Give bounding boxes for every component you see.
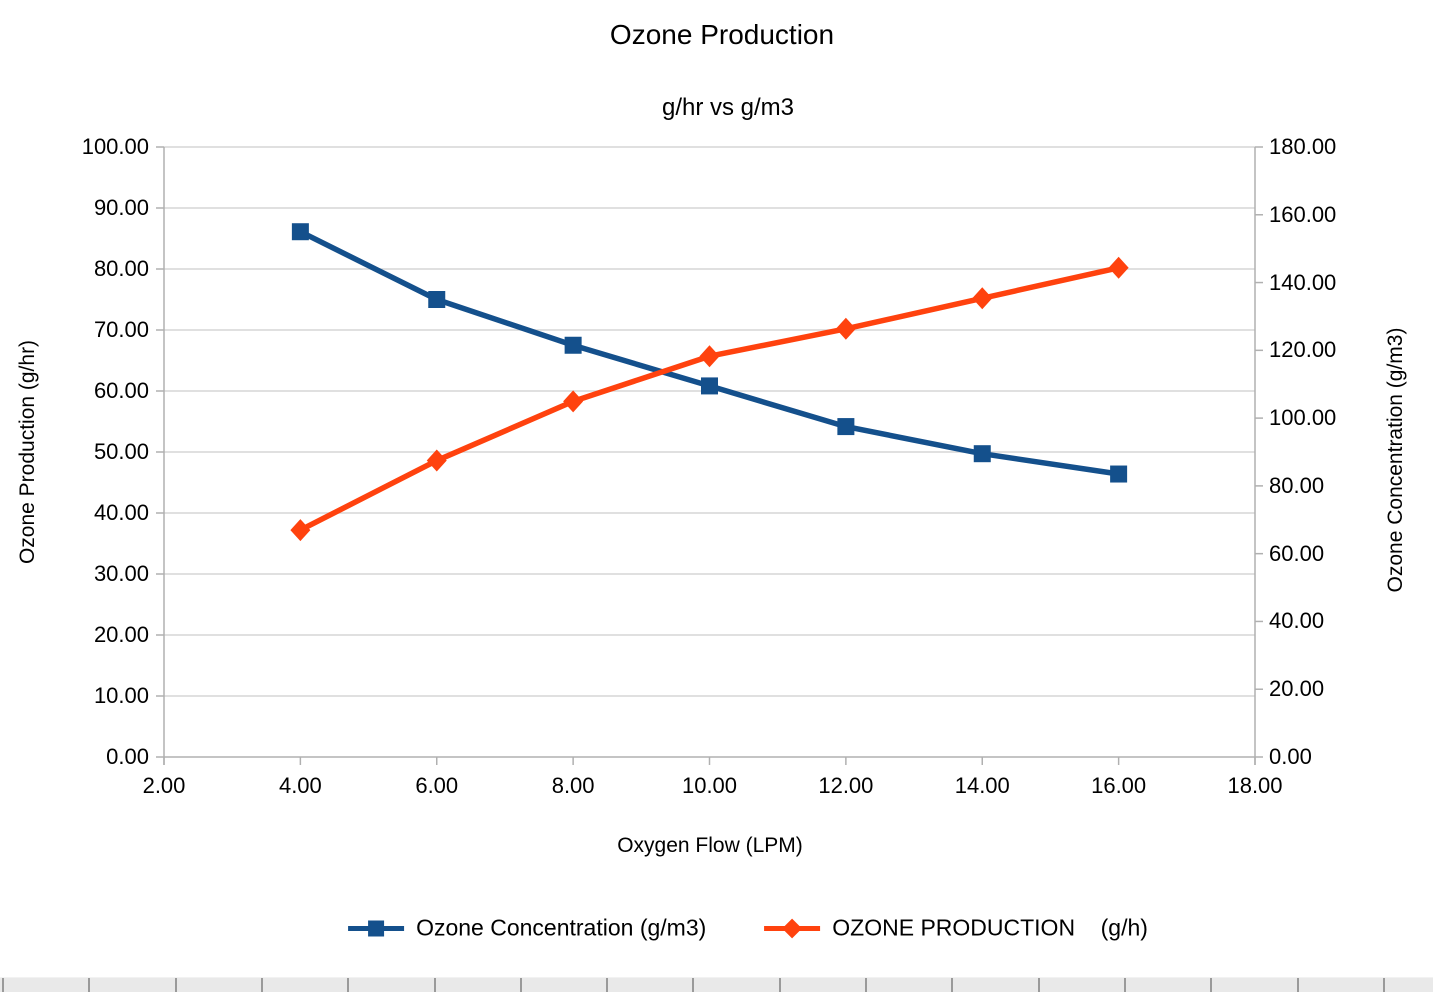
y-right-tick-label: 160.00: [1269, 201, 1337, 227]
column-separator-line: [1296, 978, 1299, 992]
chart-title: Ozone Production: [609, 19, 835, 50]
column-separator-line: [1037, 978, 1040, 992]
column-separator-line: [347, 978, 350, 992]
diamond-data-point-marker[interactable]: [290, 519, 311, 542]
y-left-tick-label: 100.00: [81, 134, 149, 159]
column-separator-line: [519, 978, 522, 992]
square-marker-icon: [368, 920, 385, 936]
column-separator-line: [1210, 978, 1213, 992]
column-separator-line: [951, 978, 954, 992]
x-axis-title: Oxygen Flow (LPM): [617, 834, 803, 857]
x-tick-label: 16.00: [1091, 773, 1147, 798]
y-right-tick-label: 40.00: [1269, 608, 1325, 634]
square-data-point-marker[interactable]: [291, 223, 309, 241]
chart-legend: Ozone Concentration (g/m3) OZONE PRODUCT…: [348, 915, 1148, 942]
column-separator-line: [1382, 978, 1385, 992]
column-separator-line: [433, 978, 436, 992]
y-right-tick-label: 60.00: [1269, 540, 1325, 566]
legend-swatch-ozone-concentration: [348, 918, 405, 938]
column-separator-line: [778, 978, 781, 992]
y-left-tick-label: 60.00: [93, 378, 149, 403]
square-data-point-marker[interactable]: [837, 418, 855, 436]
y-left-tick-label: 20.00: [93, 622, 149, 647]
right-axis-title: Ozone Concentration (g/m3): [1384, 327, 1407, 593]
column-separator-line: [1123, 978, 1126, 992]
x-tick-label: 4.00: [278, 773, 322, 798]
y-left-tick-label: 50.00: [93, 439, 149, 464]
x-tick-label: 18.00: [1227, 773, 1283, 798]
column-separator-line: [2, 978, 4, 992]
diamond-data-point-marker[interactable]: [699, 345, 720, 368]
x-tick-label: 8.00: [551, 773, 595, 798]
square-data-point-marker[interactable]: [973, 445, 991, 463]
legend-item-ozone-concentration[interactable]: Ozone Concentration (g/m3): [348, 915, 706, 942]
diamond-data-point-marker[interactable]: [563, 390, 584, 413]
column-separator-line: [260, 978, 263, 992]
x-tick-label: 6.00: [415, 773, 459, 798]
y-left-tick-label: 0.00: [106, 744, 149, 769]
y-right-tick-label: 180.00: [1269, 134, 1337, 159]
square-data-point-marker[interactable]: [701, 377, 718, 395]
y-right-tick-label: 100.00: [1269, 405, 1337, 431]
y-left-tick-label: 80.00: [93, 256, 149, 281]
diamond-marker-icon: [782, 918, 803, 938]
square-data-point-marker[interactable]: [428, 291, 446, 308]
diamond-data-point-marker[interactable]: [972, 287, 993, 310]
column-separator-line: [865, 978, 867, 992]
diamond-data-point-marker[interactable]: [835, 317, 856, 340]
x-tick-label: 10.00: [681, 773, 738, 798]
y-right-tick-label: 80.00: [1269, 472, 1325, 498]
series-line-1[interactable]: [299, 265, 1120, 533]
column-separator-line: [174, 978, 177, 992]
spreadsheet-column-edge-strip[interactable]: [0, 977, 1433, 992]
y-left-tick-label: 10.00: [93, 683, 149, 708]
y-right-tick-label: 140.00: [1269, 269, 1337, 295]
chart-subtitle: g/hr vs g/m3: [661, 94, 795, 121]
x-tick-label: 2.00: [142, 773, 186, 798]
legend-label: OZONE PRODUCTION (g/h): [832, 914, 1148, 941]
y-left-tick-label: 90.00: [93, 195, 149, 220]
square-data-point-marker[interactable]: [564, 336, 582, 354]
left-axis-title: Ozone Production (g/hr): [16, 339, 39, 565]
y-left-tick-label: 70.00: [93, 317, 149, 342]
x-tick-label: 14.00: [954, 773, 1010, 798]
square-data-point-marker[interactable]: [1110, 465, 1128, 483]
y-left-tick-label: 40.00: [93, 500, 149, 525]
legend-item-ozone-production[interactable]: OZONE PRODUCTION (g/h): [764, 915, 1148, 942]
legend-label: Ozone Concentration (g/m3): [416, 914, 707, 941]
column-separator-line: [606, 978, 609, 992]
y-right-tick-label: 0.00: [1269, 744, 1312, 769]
y-left-tick-label: 30.00: [93, 561, 149, 586]
diamond-data-point-marker[interactable]: [1108, 256, 1129, 279]
diamond-data-point-marker[interactable]: [426, 449, 447, 472]
column-separator-line: [88, 978, 91, 992]
x-tick-label: 12.00: [818, 773, 874, 798]
y-right-tick-label: 120.00: [1269, 337, 1337, 363]
legend-swatch-ozone-production: [764, 918, 821, 938]
column-separator-line: [692, 978, 695, 992]
y-right-tick-label: 20.00: [1269, 676, 1325, 702]
